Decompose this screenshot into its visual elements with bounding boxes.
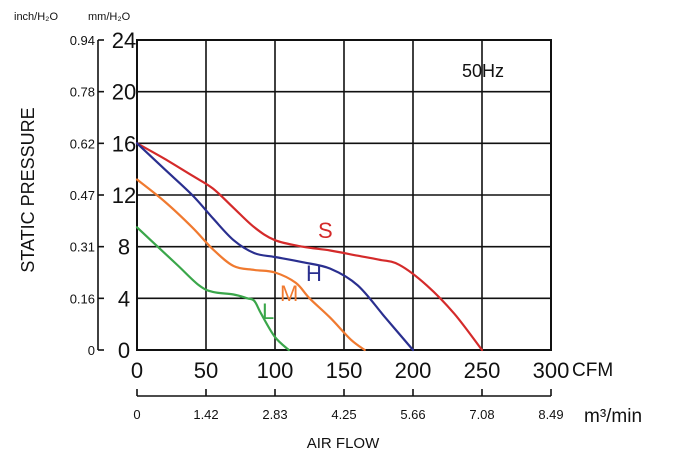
x-tick-label-cfm: 100 xyxy=(257,358,294,383)
y-tick-label-inch: 0.94 xyxy=(70,33,95,48)
y-tick-label-inch: 0.16 xyxy=(70,291,95,306)
x-axis-title: AIR FLOW xyxy=(307,435,380,452)
y-axis-title: STATIC PRESSURE xyxy=(18,107,38,272)
x-tick-label-cfm: 0 xyxy=(131,358,143,383)
grid-layer: 0 00.16 40.31 80.47 120.62 160.78 200.94 240 50 1… xyxy=(70,28,570,422)
y-tick-label-mm: 4 xyxy=(118,286,130,311)
series-curve-s xyxy=(135,142,484,352)
x-tick-label-m3: 4.25 xyxy=(331,407,356,422)
series-curve-m xyxy=(135,178,366,352)
series-label-l: L xyxy=(262,299,274,324)
y-tick-label-inch: 0 xyxy=(88,343,95,358)
series-label-m: M xyxy=(280,281,298,306)
y-tick-label-mm: 12 xyxy=(112,183,136,208)
x-tick-label-m3: 2.83 xyxy=(262,407,287,422)
y-tick-label-mm: 16 xyxy=(112,131,136,156)
y-tick-label-inch: 0.47 xyxy=(70,188,95,203)
series-label-h: H xyxy=(306,261,322,286)
y-tick-label-inch: 0.31 xyxy=(70,240,95,255)
y-tick-label-inch: 0.62 xyxy=(70,136,95,151)
x-tick-label-cfm: 200 xyxy=(395,358,432,383)
x-tick-label-cfm: 300 xyxy=(533,358,570,383)
y-tick-label-mm: 0 xyxy=(118,338,130,363)
y-tick-label-mm: 20 xyxy=(112,80,136,105)
x-unit-cfm-label: CFM xyxy=(572,360,613,381)
y-unit-mm-label: mm/H₂O xyxy=(88,11,131,23)
x-tick-label-cfm: 50 xyxy=(194,358,218,383)
x-tick-label-m3: 7.08 xyxy=(469,407,494,422)
annotation-50hz: 50Hz xyxy=(462,61,504,81)
x-tick-label-m3: 5.66 xyxy=(400,407,425,422)
x-tick-label-m3: 8.49 xyxy=(538,407,563,422)
x-unit-m3-label: m³/min xyxy=(584,406,642,427)
x-tick-label-m3: 0 xyxy=(133,407,140,422)
series-curve-h xyxy=(135,142,415,352)
y-tick-label-inch: 0.78 xyxy=(70,85,95,100)
series-curve-l xyxy=(135,226,290,352)
x-tick-label-cfm: 150 xyxy=(326,358,363,383)
y-unit-inch-label: inch/H₂O xyxy=(14,11,58,23)
x-tick-label-cfm: 250 xyxy=(464,358,501,383)
y-tick-label-mm: 8 xyxy=(118,235,130,260)
series-label-s: S xyxy=(318,218,333,243)
y-tick-label-mm: 24 xyxy=(112,28,136,53)
x-tick-label-m3: 1.42 xyxy=(193,407,218,422)
